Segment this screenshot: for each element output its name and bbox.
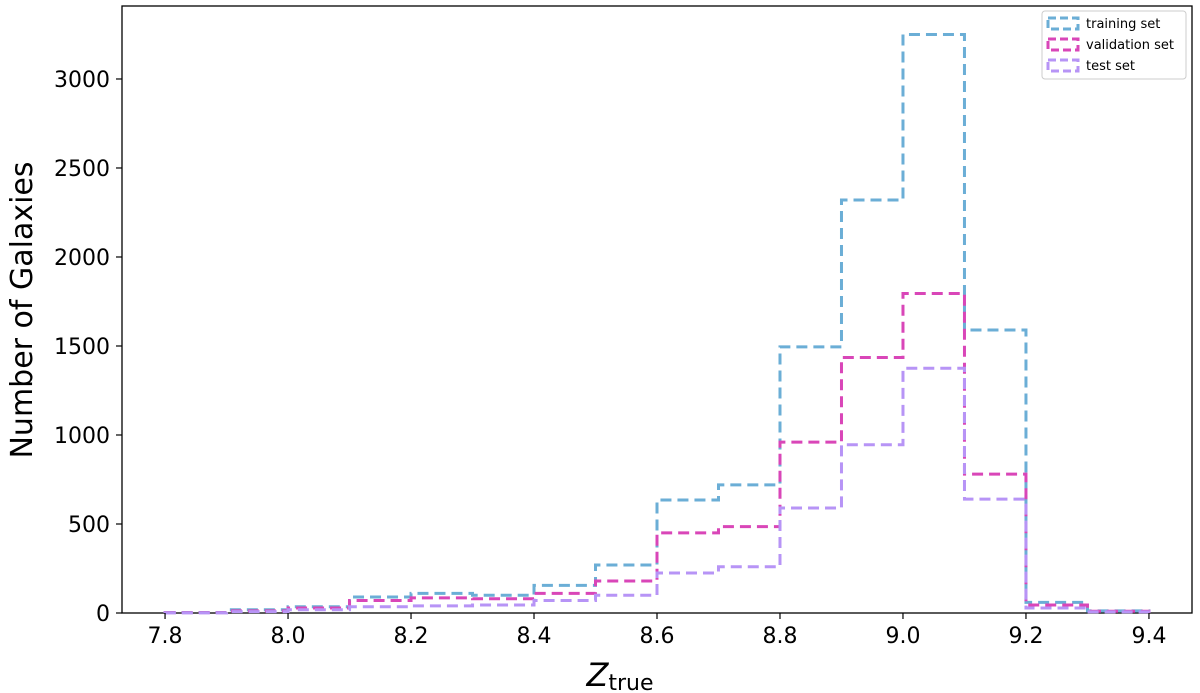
x-axis-label-main: Z <box>585 656 609 693</box>
x-tick-label: 8.4 <box>517 624 552 649</box>
y-tick-label: 1000 <box>54 424 110 449</box>
x-tick-label: 8.8 <box>762 624 797 649</box>
y-axis-label: Number of Galaxies <box>5 161 40 458</box>
y-tick-label: 1500 <box>54 335 110 360</box>
y-tick-label: 0 <box>96 602 110 627</box>
series-validation-set <box>163 291 1151 615</box>
legend-swatch-training <box>1046 16 1080 31</box>
legend-label-training: training set <box>1086 17 1160 32</box>
legend: training set validation set test set <box>1041 10 1187 80</box>
x-tick-label: 9.0 <box>885 624 920 649</box>
legend-swatch-test <box>1046 58 1080 73</box>
x-tick-label: 7.8 <box>148 624 183 649</box>
legend-swatch-validation <box>1046 37 1080 52</box>
x-axis-label-sub: true <box>608 671 653 693</box>
y-tick-label: 500 <box>68 513 110 538</box>
x-tick-label: 8.6 <box>640 624 675 649</box>
x-axis-ticks: 7.8 8.0 8.2 8.4 8.6 8.8 9.0 9.2 9.4 <box>148 613 1166 649</box>
y-tick-label: 2000 <box>54 246 110 271</box>
series-training-set <box>163 32 1151 614</box>
x-tick-label: 9.4 <box>1131 624 1166 649</box>
x-axis-label: Ztrue <box>585 656 653 693</box>
series-test-set <box>163 366 1151 615</box>
series-layer <box>163 32 1151 615</box>
y-tick-label: 3000 <box>54 68 110 93</box>
legend-label-test: test set <box>1086 59 1135 74</box>
x-tick-label: 8.2 <box>394 624 429 649</box>
legend-label-validation: validation set <box>1086 38 1174 53</box>
y-axis-ticks: 0 500 1000 1500 2000 2500 3000 <box>54 68 122 627</box>
x-tick-label: 8.0 <box>271 624 306 649</box>
x-tick-label: 9.2 <box>1008 624 1043 649</box>
y-tick-label: 2500 <box>54 157 110 182</box>
